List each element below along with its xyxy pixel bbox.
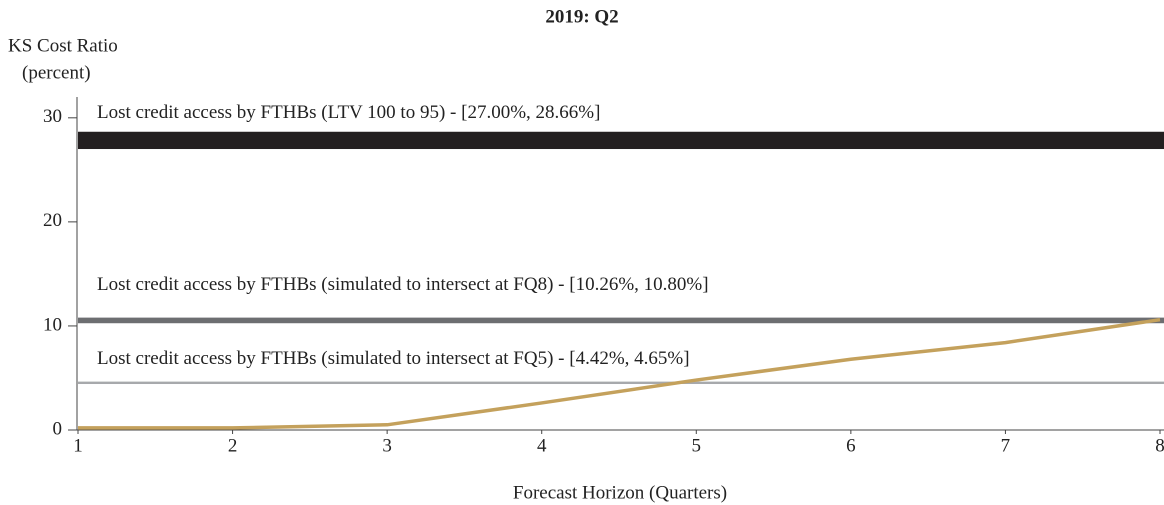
x-tick-label: 8 bbox=[1155, 435, 1164, 456]
x-tick-label: 4 bbox=[537, 435, 547, 456]
data-line bbox=[78, 317, 1161, 430]
x-tick-label: 2 bbox=[228, 435, 238, 456]
x-tick-label: 5 bbox=[692, 435, 702, 456]
y-tick-label: 20 bbox=[43, 210, 62, 231]
band-label: Lost credit access by FTHBs (LTV 100 to … bbox=[97, 102, 600, 123]
band bbox=[78, 381, 1164, 385]
y-tick-label: 30 bbox=[43, 106, 62, 127]
y-tick-label: 0 bbox=[53, 418, 63, 439]
chart-title: 2019: Q2 bbox=[545, 6, 618, 27]
x-tick-label: 7 bbox=[1001, 435, 1011, 456]
x-tick-label: 1 bbox=[73, 435, 83, 456]
band bbox=[78, 317, 1164, 324]
y-axis-label: KS Cost Ratio bbox=[8, 35, 118, 56]
y-axis-unit: (percent) bbox=[22, 62, 91, 83]
band-label: Lost credit access by FTHBs (simulated t… bbox=[97, 274, 709, 295]
band bbox=[78, 131, 1164, 150]
y-tick-label: 10 bbox=[43, 314, 62, 335]
x-tick-label: 6 bbox=[846, 435, 856, 456]
x-axis-label: Forecast Horizon (Quarters) bbox=[513, 482, 727, 503]
band-label: Lost credit access by FTHBs (simulated t… bbox=[97, 348, 690, 369]
x-tick-label: 3 bbox=[382, 435, 392, 456]
